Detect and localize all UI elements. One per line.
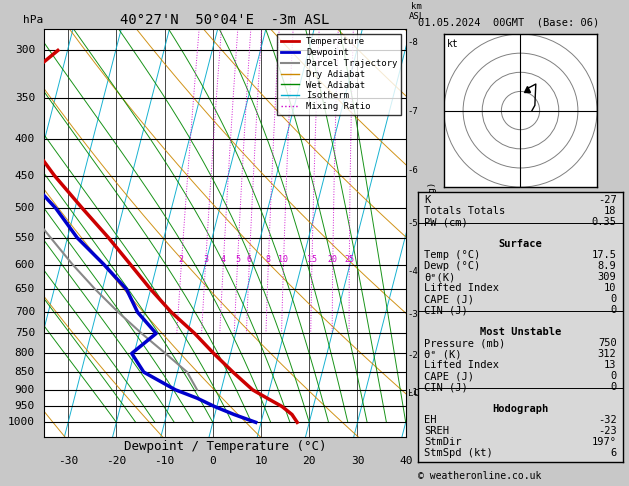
Text: 3: 3 (203, 255, 208, 264)
Text: 750: 750 (598, 338, 616, 348)
Text: 30: 30 (351, 456, 364, 466)
Text: Temp (°C): Temp (°C) (425, 250, 481, 260)
Legend: Temperature, Dewpoint, Parcel Trajectory, Dry Adiabat, Wet Adiabat, Isotherm, Mi: Temperature, Dewpoint, Parcel Trajectory… (277, 34, 401, 115)
Text: StmDir: StmDir (425, 437, 462, 448)
Text: 2: 2 (179, 255, 184, 264)
Text: 400: 400 (14, 134, 35, 144)
Text: Surface: Surface (499, 239, 542, 249)
Title: 40°27'N  50°04'E  -3m ASL: 40°27'N 50°04'E -3m ASL (120, 13, 330, 27)
Text: CAPE (J): CAPE (J) (425, 295, 474, 304)
Text: 312: 312 (598, 349, 616, 360)
Text: -32: -32 (598, 416, 616, 425)
Text: 0: 0 (610, 371, 616, 382)
Text: 15: 15 (307, 255, 317, 264)
Text: CIN (J): CIN (J) (425, 305, 468, 315)
Text: 0: 0 (209, 456, 216, 466)
Text: 10: 10 (604, 283, 616, 294)
Text: 750: 750 (14, 329, 35, 338)
Text: K: K (425, 195, 431, 205)
Text: CIN (J): CIN (J) (425, 382, 468, 392)
Text: -5: -5 (408, 219, 418, 228)
Text: 500: 500 (14, 203, 35, 213)
Text: EH: EH (425, 416, 437, 425)
Text: 10: 10 (254, 456, 268, 466)
Text: 5: 5 (235, 255, 240, 264)
Text: Most Unstable: Most Unstable (480, 328, 561, 337)
Text: 1000: 1000 (8, 417, 35, 427)
Text: θᵉ(K): θᵉ(K) (425, 272, 455, 282)
Text: Pressure (mb): Pressure (mb) (425, 338, 506, 348)
Text: -2: -2 (408, 351, 418, 360)
Text: -20: -20 (106, 456, 126, 466)
Text: -7: -7 (408, 106, 418, 116)
Text: 700: 700 (14, 307, 35, 317)
X-axis label: Dewpoint / Temperature (°C): Dewpoint / Temperature (°C) (124, 440, 326, 453)
Text: 800: 800 (14, 348, 35, 358)
Text: 40: 40 (399, 456, 413, 466)
Text: 6: 6 (610, 449, 616, 458)
Text: 25: 25 (344, 255, 354, 264)
Text: 850: 850 (14, 367, 35, 377)
Text: 8: 8 (266, 255, 271, 264)
Text: 0: 0 (610, 295, 616, 304)
Text: © weatheronline.co.uk: © weatheronline.co.uk (418, 471, 542, 481)
Text: SREH: SREH (425, 427, 449, 436)
Text: 18: 18 (604, 206, 616, 216)
Text: 600: 600 (14, 260, 35, 270)
Text: -27: -27 (598, 195, 616, 205)
Text: -10: -10 (155, 456, 175, 466)
Text: kt: kt (447, 38, 459, 49)
Text: 450: 450 (14, 171, 35, 181)
Text: Hodograph: Hodograph (493, 404, 548, 415)
Text: 650: 650 (14, 284, 35, 295)
Text: 01.05.2024  00GMT  (Base: 06): 01.05.2024 00GMT (Base: 06) (418, 17, 599, 27)
Text: Lifted Index: Lifted Index (425, 283, 499, 294)
Text: CAPE (J): CAPE (J) (425, 371, 474, 382)
Text: 350: 350 (14, 93, 35, 103)
Text: -3: -3 (408, 310, 418, 319)
Text: 13: 13 (604, 361, 616, 370)
Text: -8: -8 (408, 37, 418, 47)
Text: 17.5: 17.5 (592, 250, 616, 260)
Text: -4: -4 (408, 267, 418, 276)
Text: -23: -23 (598, 427, 616, 436)
Text: Dewp (°C): Dewp (°C) (425, 261, 481, 271)
Text: LCL: LCL (408, 389, 424, 399)
Text: StmSpd (kt): StmSpd (kt) (425, 449, 493, 458)
Text: 4: 4 (221, 255, 226, 264)
Text: 20: 20 (303, 456, 316, 466)
Text: Mixing Ratio (g/kg): Mixing Ratio (g/kg) (428, 182, 437, 284)
Text: hPa: hPa (23, 15, 43, 25)
Text: 0.35: 0.35 (592, 217, 616, 227)
Text: θᵉ (K): θᵉ (K) (425, 349, 462, 360)
Text: 950: 950 (14, 401, 35, 412)
Text: 550: 550 (14, 233, 35, 243)
Text: 300: 300 (14, 46, 35, 55)
Text: 0: 0 (610, 382, 616, 392)
Text: 900: 900 (14, 385, 35, 395)
Text: 197°: 197° (592, 437, 616, 448)
Text: 0: 0 (610, 305, 616, 315)
Text: 8.9: 8.9 (598, 261, 616, 271)
Text: -30: -30 (58, 456, 78, 466)
Text: -6: -6 (408, 166, 418, 175)
Text: Totals Totals: Totals Totals (425, 206, 506, 216)
Text: 309: 309 (598, 272, 616, 282)
Text: PW (cm): PW (cm) (425, 217, 468, 227)
Text: km
ASL: km ASL (408, 1, 425, 21)
Text: 10: 10 (279, 255, 289, 264)
Text: 20: 20 (328, 255, 338, 264)
Text: -1: -1 (408, 388, 418, 397)
Text: 6: 6 (247, 255, 252, 264)
Text: Lifted Index: Lifted Index (425, 361, 499, 370)
